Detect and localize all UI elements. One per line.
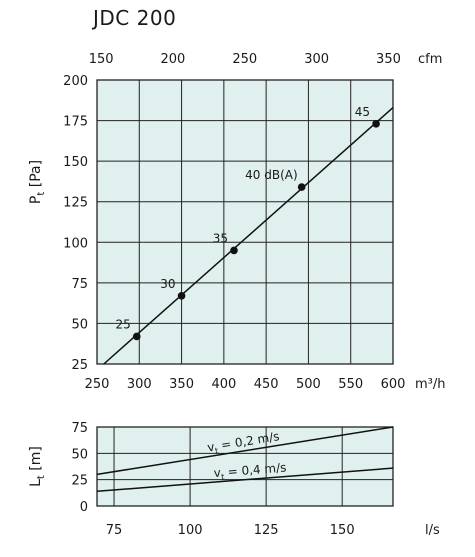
y-tick-label: 25 [71,474,88,489]
x-tick-label: 550 [338,377,363,392]
data-point [230,246,238,255]
data-label: 35 [213,231,228,245]
x-tick-label: 250 [85,377,110,392]
y-tick-label: 50 [71,317,88,332]
x2-tick-label: 250 [232,52,257,67]
data-label: 25 [115,317,130,331]
y-tick-label: 200 [63,74,88,89]
data-point [177,292,186,300]
y-axis-label: Pt [Pa] [28,160,47,204]
x-tick-label: 100 [178,523,203,538]
y-tick-label: 125 [63,196,88,211]
y-tick-label: 175 [63,115,88,130]
series-line [103,107,394,365]
x-tick-label: 450 [254,377,279,392]
series-line [96,467,394,493]
y-tick-label: 75 [71,421,88,436]
x-tick-label: 350 [169,377,194,392]
x-tick-label: 500 [296,377,321,392]
y-tick-label: 0 [80,500,88,515]
chart-title: JDC 200 [93,6,177,30]
plot-frame [96,426,394,507]
data-label: 40 dB(A) [245,168,298,182]
y-tick-label: 50 [71,447,88,462]
x-tick-label: 150 [330,523,355,538]
y-tick-label: 150 [63,155,88,170]
series-label: vt = 0,4 m/s [213,460,287,482]
x-tick-label: 125 [254,523,279,538]
x-axis-label: l/s [425,523,440,538]
x2-tick-label: 300 [304,52,329,67]
x2-axis-label: cfm [418,52,442,67]
x-tick-label: 400 [211,377,236,392]
x-tick-label: 300 [127,377,152,392]
x2-tick-label: 200 [161,52,186,67]
y-tick-label: 25 [71,358,88,373]
y-tick-label: 75 [71,277,88,292]
y-tick-label: 100 [63,236,88,251]
x-tick-label: 75 [106,523,123,538]
data-point [372,120,380,128]
x-axis-label: m³/h [415,377,446,392]
plot-frame [96,79,394,365]
data-point [132,332,141,341]
series-line [96,426,394,476]
data-point [297,183,306,191]
plot-area [97,80,393,364]
x2-tick-label: 350 [376,52,401,67]
y-axis-label: Lt [m] [28,446,47,487]
x-tick-label: 600 [381,377,406,392]
data-label: 30 [160,277,175,291]
data-label: 45 [355,105,370,119]
x2-tick-label: 150 [89,52,114,67]
